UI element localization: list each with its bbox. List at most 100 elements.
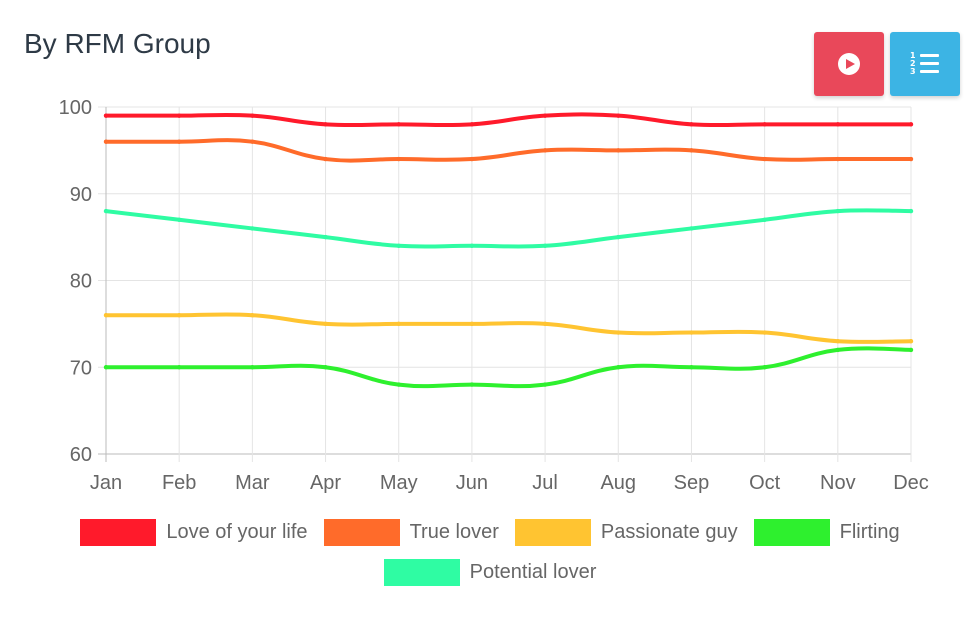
data-point-flirting (689, 365, 694, 370)
data-point-true-lover (908, 156, 914, 162)
list-bar (920, 54, 939, 57)
list-number-2: 2 (910, 59, 916, 68)
data-point-potential-lover (323, 234, 328, 240)
legend-row: Love of your life True lover Passionate gu… (0, 512, 980, 552)
series-line-true-lover (104, 138, 913, 163)
data-point-true-lover (762, 156, 767, 162)
data-point-potential-lover (250, 226, 255, 231)
legend-item[interactable]: Potential lover (383, 558, 597, 586)
ranked-list-button[interactable]: 1 2 3 (890, 32, 960, 96)
data-point-passionate-guy (250, 313, 255, 318)
data-point-true-lover (396, 156, 401, 162)
series-lines (103, 112, 914, 389)
x-tick-label: Nov (820, 472, 856, 494)
y-tick-label: 100 (59, 97, 92, 119)
data-point-passionate-guy (396, 321, 401, 327)
data-point-true-lover (542, 148, 548, 153)
data-point-love-of-your-life (908, 122, 914, 127)
x-tick-label: Dec (893, 472, 929, 494)
data-point-passionate-guy (616, 330, 621, 335)
data-point-passionate-guy (908, 339, 914, 344)
series-line-love-of-your-life (104, 112, 913, 128)
x-tick-label: Mar (235, 472, 270, 494)
data-point-passionate-guy (323, 321, 328, 327)
series-line-passionate-guy (104, 312, 913, 344)
data-point-passionate-guy (176, 313, 182, 318)
data-point-love-of-your-life (323, 122, 328, 127)
x-tick-label: Apr (310, 472, 341, 494)
list-number-3: 3 (910, 67, 916, 76)
legend-label: Love of your life (166, 520, 308, 543)
legend: Love of your life True lover Passionate gu… (0, 512, 980, 592)
data-point-love-of-your-life (762, 122, 767, 127)
data-point-love-of-your-life (396, 122, 401, 127)
data-point-true-lover (176, 139, 182, 144)
x-tick-label: Oct (749, 472, 781, 494)
data-point-potential-lover (396, 243, 401, 248)
data-point-true-lover (616, 148, 621, 153)
legend-swatch (753, 518, 830, 546)
data-point-potential-lover (176, 217, 182, 222)
x-tick-label: Jan (90, 472, 122, 494)
legend-label: Potential lover (469, 560, 597, 583)
data-point-passionate-guy (469, 321, 475, 327)
data-point-flirting (323, 365, 328, 370)
data-point-love-of-your-life (689, 122, 694, 127)
data-point-true-lover (689, 148, 694, 153)
data-point-flirting (176, 365, 182, 370)
legend-label: Flirting (839, 520, 900, 543)
data-point-potential-lover (689, 226, 694, 231)
play-icon (838, 53, 860, 75)
series-line-flirting (104, 346, 913, 389)
numbered-list-icon: 1 2 3 (910, 52, 940, 76)
data-point-true-lover (250, 139, 255, 144)
data-point-passionate-guy (542, 321, 548, 327)
legend-swatch (80, 518, 157, 546)
y-tick-label: 80 (70, 271, 92, 293)
data-point-flirting (250, 365, 255, 370)
data-point-love-of-your-life (469, 122, 475, 127)
data-point-passionate-guy (835, 339, 841, 344)
legend-item[interactable]: Passionate guy (514, 518, 738, 546)
chart-title: By RFM Group (24, 28, 211, 59)
data-point-true-lover (103, 139, 109, 144)
x-tick-label: Aug (600, 472, 636, 494)
series-line-potential-lover (104, 208, 913, 249)
data-point-flirting (396, 382, 401, 387)
data-point-true-lover (323, 156, 328, 162)
data-point-flirting (542, 382, 548, 387)
data-point-passionate-guy (103, 313, 109, 318)
data-point-love-of-your-life (542, 113, 548, 118)
x-tick-label: Feb (162, 472, 196, 494)
legend-label: Passionate guy (600, 520, 738, 543)
grid (98, 106, 912, 462)
list-bar (920, 62, 939, 65)
data-point-flirting (762, 365, 767, 370)
x-tick-label: Jul (532, 472, 558, 494)
data-point-potential-lover (835, 208, 841, 214)
data-point-potential-lover (469, 243, 475, 248)
play-button[interactable] (814, 32, 884, 96)
data-point-love-of-your-life (176, 113, 182, 118)
data-point-passionate-guy (689, 330, 694, 335)
legend-swatch (383, 558, 460, 586)
legend-item[interactable]: Love of your life (80, 518, 308, 546)
legend-swatch (323, 518, 400, 546)
data-point-potential-lover (908, 208, 914, 214)
legend-label: True lover (409, 520, 499, 543)
data-point-flirting (616, 365, 621, 370)
x-tick-label: Jun (456, 472, 488, 494)
data-point-flirting (469, 382, 475, 387)
data-point-potential-lover (616, 234, 621, 240)
legend-row: Potential lover (0, 552, 980, 592)
legend-swatch (514, 518, 591, 546)
data-point-love-of-your-life (616, 113, 621, 118)
legend-item[interactable]: Flirting (753, 518, 900, 546)
legend-item[interactable]: True lover (323, 518, 499, 546)
y-tick-label: 90 (70, 184, 92, 206)
list-number-1: 1 (910, 51, 916, 60)
data-point-passionate-guy (762, 330, 767, 335)
x-tick-label: Sep (674, 472, 710, 494)
data-point-love-of-your-life (103, 113, 109, 118)
data-point-potential-lover (103, 208, 109, 214)
